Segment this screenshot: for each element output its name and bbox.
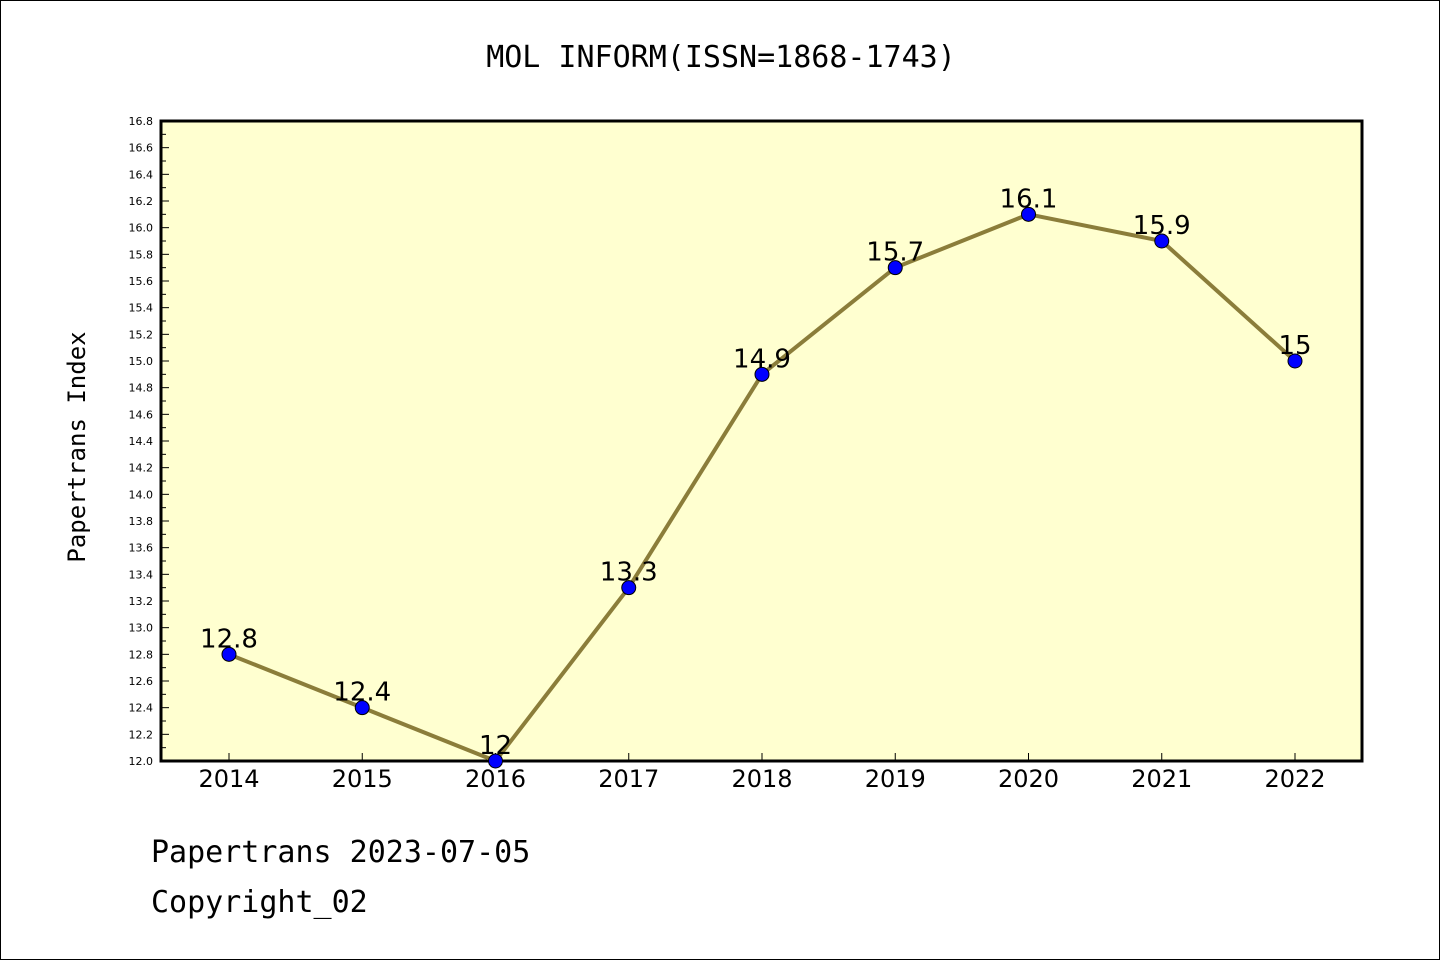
data-label: 16.1 [1000, 184, 1058, 214]
y-tick-label: 13.6 [129, 542, 154, 555]
y-tick-label: 12.4 [129, 702, 154, 715]
y-tick-label: 15.2 [129, 328, 154, 341]
y-tick-label: 16.4 [129, 168, 154, 181]
data-point [488, 753, 503, 769]
chart-title: MOL INFORM(ISSN=1868-1743) [486, 40, 956, 75]
data-label: 13.3 [600, 558, 658, 588]
y-tick-label: 16.0 [129, 222, 154, 235]
footer-copyright: Copyright_02 [151, 885, 368, 920]
y-tick-label: 12.2 [129, 728, 154, 741]
y-tick-label: 14.8 [129, 382, 154, 395]
data-label: 14.9 [733, 344, 791, 374]
x-tick-label: 2015 [332, 765, 393, 793]
y-tick-label: 14.6 [129, 408, 154, 421]
footer-date: Papertrans 2023-07-05 [151, 835, 531, 870]
x-tick-label: 2014 [198, 765, 259, 793]
y-tick-label: 13.4 [129, 568, 154, 581]
data-label: 15.9 [1133, 211, 1191, 241]
y-tick-label: 13.0 [129, 622, 154, 635]
x-tick-label: 2016 [465, 765, 526, 793]
y-axis-label: Papertrans Index [63, 331, 91, 562]
y-tick-label: 15.8 [129, 248, 154, 261]
x-tick-label: 2020 [998, 765, 1059, 793]
x-tick-label: 2022 [1264, 765, 1325, 793]
x-tick-label: 2018 [731, 765, 792, 793]
y-tick-label: 12.8 [129, 648, 154, 661]
data-point [621, 580, 637, 596]
y-tick-label: 16.6 [129, 142, 154, 155]
y-tick-label: 13.2 [129, 595, 154, 608]
x-tick-label: 2021 [1131, 765, 1192, 793]
series-group: 12.8 12.4 12 13.3 14.9 15.7 16.1 15.9 15 [200, 184, 1312, 769]
data-label: 15 [1278, 331, 1311, 361]
y-tick-label: 12.6 [129, 675, 154, 688]
data-point [1154, 233, 1170, 249]
y-tick-label: 14.2 [129, 462, 154, 475]
x-tick-label: 2019 [865, 765, 926, 793]
plot-area [159, 119, 1364, 763]
data-label: 12 [479, 731, 512, 761]
data-point [1021, 206, 1036, 222]
data-point [1287, 353, 1303, 369]
y-tick-label: 15.6 [129, 275, 154, 288]
axis-ticks: 12.0 12.2 12.4 12.6 12.8 13.0 13.2 13.4 13.6 13.8… [129, 115, 1326, 793]
y-tick-label: 16.8 [129, 115, 154, 128]
y-tick-label: 13.8 [129, 515, 154, 528]
y-tick-label: 15.0 [129, 355, 154, 368]
data-label: 12.8 [200, 624, 258, 654]
y-tick-label: 16.2 [129, 195, 154, 208]
y-tick-label: 15.4 [129, 302, 154, 315]
data-label: 15.7 [866, 238, 924, 268]
data-point [354, 700, 370, 716]
data-point [887, 260, 903, 276]
data-point [754, 366, 770, 382]
y-tick-label: 12.0 [129, 755, 154, 768]
data-point [221, 646, 237, 662]
y-tick-label: 14.4 [129, 435, 154, 448]
data-label: 12.4 [333, 678, 391, 708]
y-tick-label: 14.0 [129, 488, 154, 501]
x-tick-label: 2017 [598, 765, 659, 793]
